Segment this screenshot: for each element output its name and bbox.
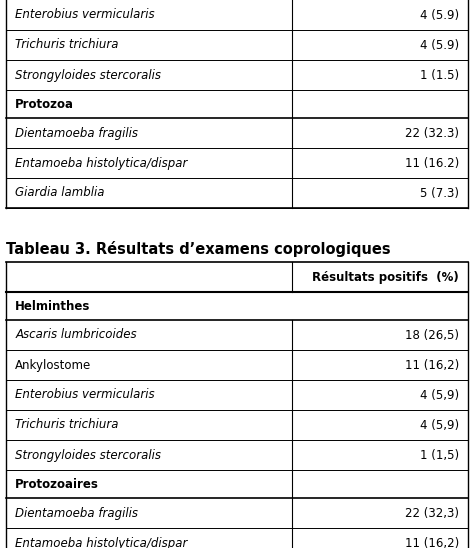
Text: 1 (1.5): 1 (1.5) (419, 68, 459, 82)
Text: Dientamoeba fragilis: Dientamoeba fragilis (15, 127, 138, 140)
Text: Résultats positifs  (%): Résultats positifs (%) (312, 271, 459, 283)
Text: Enterobius vermicularis: Enterobius vermicularis (15, 9, 155, 21)
Text: Entamoeba histolytica/dispar: Entamoeba histolytica/dispar (15, 157, 188, 169)
Text: Protozoa: Protozoa (15, 98, 74, 111)
Text: Trichuris trichiura: Trichuris trichiura (15, 419, 118, 431)
Text: Entamoeba histolytica/dispar: Entamoeba histolytica/dispar (15, 536, 188, 548)
Text: 4 (5,9): 4 (5,9) (419, 419, 459, 431)
Text: Enterobius vermicularis: Enterobius vermicularis (15, 389, 155, 402)
Text: 11 (16,2): 11 (16,2) (405, 536, 459, 548)
Text: Ankylostome: Ankylostome (15, 358, 91, 372)
Text: 22 (32.3): 22 (32.3) (405, 127, 459, 140)
Text: 22 (32,3): 22 (32,3) (405, 506, 459, 520)
Text: Ascaris lumbricoides: Ascaris lumbricoides (15, 328, 137, 341)
Text: Trichuris trichiura: Trichuris trichiura (15, 38, 118, 52)
Text: 4 (5,9): 4 (5,9) (419, 389, 459, 402)
Text: Protozoaires: Protozoaires (15, 477, 99, 490)
Text: Giardia lamblia: Giardia lamblia (15, 186, 105, 199)
Text: Helminthes: Helminthes (15, 300, 91, 312)
Text: 1 (1,5): 1 (1,5) (419, 448, 459, 461)
Text: 18 (26,5): 18 (26,5) (405, 328, 459, 341)
Text: 4 (5.9): 4 (5.9) (419, 9, 459, 21)
Text: Strongyloides stercoralis: Strongyloides stercoralis (15, 448, 161, 461)
Text: Strongyloides stercoralis: Strongyloides stercoralis (15, 68, 161, 82)
Text: 4 (5.9): 4 (5.9) (419, 38, 459, 52)
Text: Tableau 3. Résultats d’examens coprologiques: Tableau 3. Résultats d’examens coprologi… (6, 241, 390, 257)
Text: Dientamoeba fragilis: Dientamoeba fragilis (15, 506, 138, 520)
Text: 11 (16,2): 11 (16,2) (405, 358, 459, 372)
Text: 5 (7.3): 5 (7.3) (420, 186, 459, 199)
Text: 11 (16.2): 11 (16.2) (405, 157, 459, 169)
